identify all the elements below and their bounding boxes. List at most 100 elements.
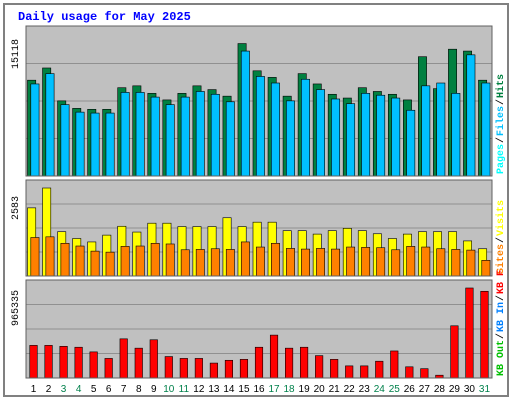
bar-sites [466,249,476,277]
bar-sites [271,242,280,277]
legend-kb-out: KB Out [496,340,507,376]
legend-visits: Visits [495,200,507,236]
x-tick-label: 15 [238,384,250,395]
bar-kb-f [134,347,143,379]
bar-files [301,78,310,177]
bar-files [406,109,416,177]
x-tick-label: 8 [136,384,142,395]
x-tick-label: 6 [106,384,112,395]
bar-kb-f [480,290,489,379]
bar-kb-f [420,368,429,379]
bar-kb-f [149,339,158,379]
bar-sites [165,243,175,277]
bar-sites [421,246,431,277]
y-axis-max-label: 2583 [11,196,22,220]
bar-files [210,93,220,177]
bar-files [361,93,371,177]
bar-sites [180,249,190,277]
bar-kb-f [300,346,309,379]
bar-files [60,104,70,177]
x-tick-label: 16 [253,384,265,395]
bar-sites [105,251,115,277]
bar-kb-f [375,360,384,379]
bar-kb-f [194,358,203,379]
legend-kb-f: KB F [496,270,507,294]
bar-sites [225,249,235,277]
bar-sites [45,236,55,277]
bar-kb-f [405,366,414,379]
x-tick-label: 11 [179,384,190,395]
bar-files [90,112,100,177]
bar-sites [255,246,265,277]
bar-kb-f [345,365,354,379]
x-tick-label: 9 [151,384,157,395]
bar-files [105,112,115,177]
bar-kb-f [179,358,188,379]
plot-border-kbytes [25,279,493,379]
bar-files [466,54,476,177]
y-axis-max-label: 965335 [11,290,22,326]
bar-files [30,83,40,177]
bar-files [195,91,205,177]
bar-sites [75,245,85,277]
bar-files [45,73,55,177]
x-tick-label: 24 [374,384,386,395]
bar-files [180,96,190,177]
bar-sites [135,245,145,277]
bar-sites [376,247,386,277]
x-tick-label: 20 [314,384,326,395]
bar-kb-f [254,346,264,379]
bar-kb-f [330,359,339,379]
legend-separator: / [495,99,507,105]
x-tick-label: 23 [359,384,371,395]
bar-kb-f [119,338,128,379]
bar-kb-f [239,359,249,379]
bar-sites [120,246,130,277]
bar-kb-f [104,358,113,379]
legend-pages: Pages [496,144,507,174]
bar-sites [331,248,341,277]
bar-sites [481,260,491,277]
bar-sites [391,249,401,277]
bar-sites [436,248,446,277]
bar-sites [346,246,356,277]
x-tick-label: 28 [434,384,446,395]
bar-kb-f [29,345,38,379]
bar-files [391,97,401,177]
bar-sites [90,250,100,277]
x-tick-label: 21 [329,384,341,395]
legend-separator: / [495,237,507,243]
legend-files: Files [495,106,507,136]
legend-kb-in: KB In [496,302,507,332]
x-tick-label: 27 [419,384,431,395]
chart-title: Daily usage for May 2025 [18,10,191,24]
bar-kb-f [59,346,68,379]
bar-kb-f [44,345,53,379]
bar-kb-f [390,350,399,379]
bar-kb-f [224,359,233,379]
x-tick-label: 1 [31,384,37,395]
bar-sites [361,247,371,277]
x-tick-label: 22 [344,384,356,395]
x-tick-label: 31 [479,384,491,395]
bar-files [225,101,235,177]
bar-sites [451,249,461,277]
outer-frame [3,3,509,397]
x-tick-label: 12 [193,384,205,395]
x-tick-label: 13 [208,384,220,395]
legend-separator: / [495,295,507,301]
legend-separator: / [495,137,507,143]
bar-files [421,85,431,177]
bar-sites [301,248,310,277]
x-tick-label: 29 [449,384,461,395]
bar-files [240,50,250,177]
legend-sites: Sites [495,244,507,274]
x-tick-label: 26 [404,384,416,395]
bar-kb-f [285,347,294,379]
bar-files [316,89,325,177]
bar-files [481,82,491,177]
x-tick-label: 14 [223,384,235,395]
bar-files [286,100,295,177]
bar-sites [316,248,325,277]
